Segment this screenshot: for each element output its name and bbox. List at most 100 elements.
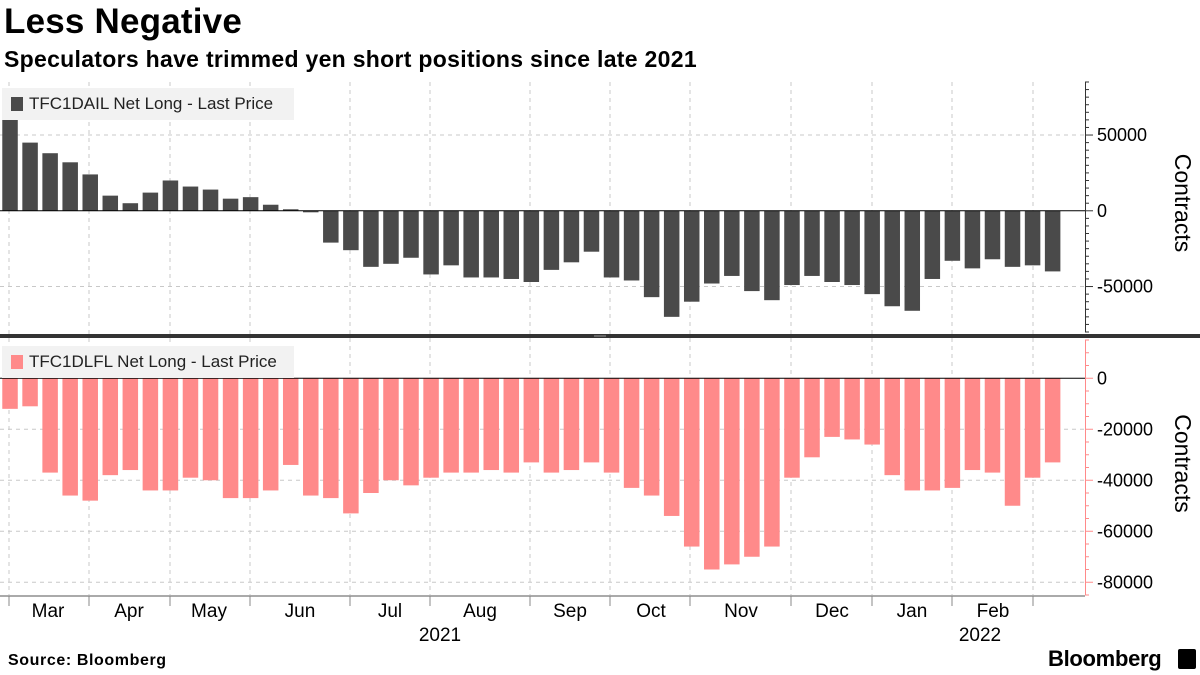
bar <box>222 378 239 499</box>
y-axis-title: Contracts <box>1170 154 1196 252</box>
bar <box>403 378 419 486</box>
bar <box>383 378 399 481</box>
legend-swatch <box>11 355 23 369</box>
bar <box>483 210 499 278</box>
chart-title: Less Negative <box>4 2 242 41</box>
bar <box>704 378 720 570</box>
bar <box>323 210 339 243</box>
bar <box>102 195 119 211</box>
bar <box>122 203 139 211</box>
x-tick-label: Mar <box>32 601 65 622</box>
bar <box>583 378 600 463</box>
bar <box>824 210 840 282</box>
bloomberg-logo: Bloomberg <box>1048 646 1162 671</box>
bar <box>443 378 459 473</box>
legend-box <box>2 346 294 378</box>
bar <box>904 210 921 311</box>
bar <box>202 189 219 211</box>
bar <box>844 210 860 286</box>
bar <box>683 210 700 302</box>
bar <box>824 378 840 437</box>
bar <box>202 378 219 481</box>
bar <box>503 210 520 279</box>
legend-box <box>2 88 294 120</box>
bar <box>62 378 78 496</box>
bar <box>323 378 339 499</box>
bar <box>663 378 680 516</box>
bloomberg-terminal-icon <box>1178 649 1196 669</box>
bar <box>82 378 98 501</box>
bar <box>22 378 38 407</box>
bar <box>543 210 560 270</box>
bar <box>242 197 259 211</box>
bar <box>1004 210 1021 267</box>
bar <box>483 378 499 471</box>
bar <box>262 204 279 211</box>
bar <box>563 210 580 263</box>
bar <box>764 210 780 301</box>
x-tick-label: Feb <box>977 601 1010 622</box>
bar <box>864 210 880 295</box>
bar <box>683 378 700 547</box>
bar <box>944 378 961 488</box>
bar <box>443 210 459 266</box>
x-tick-label: Jan <box>897 601 928 622</box>
bar <box>42 153 58 211</box>
x-tick-label: Nov <box>724 601 758 622</box>
bar <box>944 210 961 261</box>
bar <box>2 119 18 211</box>
bar <box>744 210 760 292</box>
bar <box>523 210 540 282</box>
x-tick-label: Aug <box>463 601 497 622</box>
y-tick-label: -20000 <box>1097 419 1153 439</box>
legend-swatch <box>11 97 23 111</box>
y-tick-label: 0 <box>1097 201 1107 221</box>
bar <box>663 210 680 317</box>
bar <box>964 210 981 269</box>
bar <box>623 378 640 488</box>
source-note: Source: Bloomberg <box>8 652 167 669</box>
bar <box>122 378 139 471</box>
legend-label: TFC1DAIL Net Long - Last Price <box>29 94 273 113</box>
y-tick-label: 0 <box>1097 368 1107 388</box>
bar <box>162 180 179 211</box>
x-tick-label: Oct <box>636 601 666 622</box>
bar <box>884 378 900 476</box>
bar <box>62 162 78 211</box>
bar <box>282 378 299 465</box>
chart-subtitle: Speculators have trimmed yen short posit… <box>4 46 697 72</box>
x-year-label: 2021 <box>419 625 461 646</box>
y-tick-label: -80000 <box>1097 572 1153 592</box>
bar <box>2 378 18 409</box>
bar <box>282 209 299 211</box>
x-tick-label: Apr <box>114 601 144 622</box>
bar <box>904 378 921 491</box>
bar <box>864 378 880 445</box>
bar <box>563 378 580 471</box>
bar <box>964 378 981 471</box>
bar <box>142 192 159 211</box>
y-tick-label: -40000 <box>1097 470 1153 490</box>
bar <box>784 378 800 478</box>
y-tick-label: -50000 <box>1097 277 1153 297</box>
bar <box>142 378 159 491</box>
bar <box>1024 210 1041 266</box>
bar <box>724 378 740 565</box>
bar <box>1044 378 1061 463</box>
bar <box>984 210 1001 260</box>
bar <box>924 378 941 491</box>
bar <box>182 186 199 211</box>
bar <box>162 378 179 491</box>
bar <box>363 210 379 267</box>
bar <box>363 378 379 493</box>
x-year-label: 2022 <box>959 625 1001 646</box>
bar <box>924 210 941 279</box>
bar <box>603 378 620 473</box>
bar <box>82 174 98 211</box>
bar <box>463 210 479 278</box>
y-tick-label: 50000 <box>1097 125 1147 145</box>
bar <box>1004 378 1021 506</box>
bar <box>884 210 900 307</box>
bar <box>583 210 600 252</box>
